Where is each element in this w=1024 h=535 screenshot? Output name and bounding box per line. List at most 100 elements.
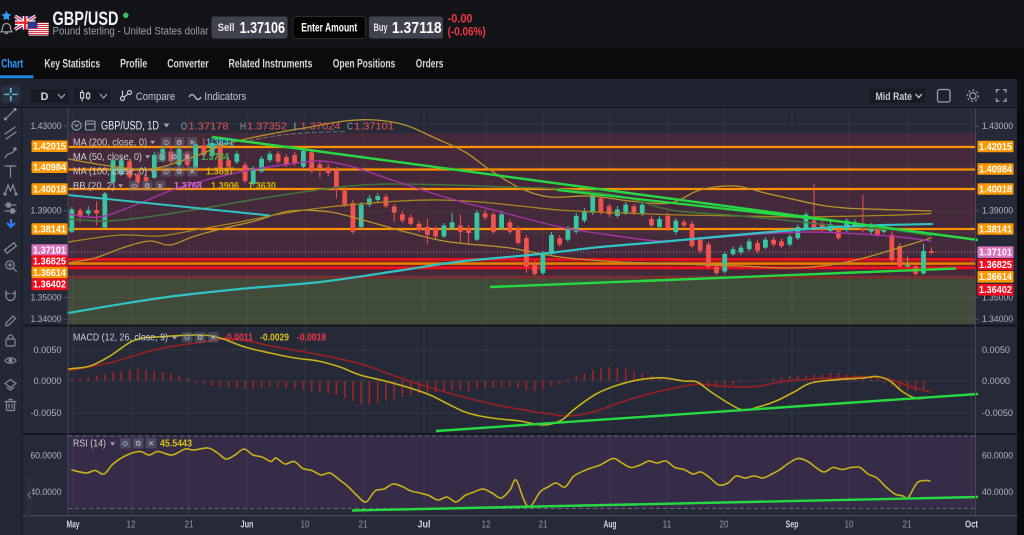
svg-text:MA (100, close, 0): MA (100, close, 0) bbox=[73, 167, 147, 178]
svg-text:⊙: ⊙ bbox=[163, 167, 169, 176]
svg-text:45.5443: 45.5443 bbox=[160, 439, 192, 450]
svg-text:1.40018: 1.40018 bbox=[33, 185, 66, 196]
svg-text:Mid Rate: Mid Rate bbox=[876, 91, 913, 103]
svg-text:-0.0011: -0.0011 bbox=[224, 333, 253, 344]
svg-text:1.37118: 1.37118 bbox=[392, 20, 442, 37]
svg-text:BB (20, 2): BB (20, 2) bbox=[73, 181, 115, 192]
svg-text:GBP/USD: GBP/USD bbox=[53, 9, 119, 30]
svg-text:⚙: ⚙ bbox=[135, 439, 142, 448]
svg-text:21: 21 bbox=[539, 520, 548, 531]
svg-text:Converter: Converter bbox=[167, 57, 209, 71]
svg-text:1.39000: 1.39000 bbox=[982, 206, 1013, 216]
svg-text:O: O bbox=[181, 122, 187, 133]
svg-text:1.37101: 1.37101 bbox=[33, 245, 66, 256]
svg-text:12: 12 bbox=[127, 520, 136, 531]
svg-text:✕: ✕ bbox=[189, 138, 195, 147]
svg-text:1.3841: 1.3841 bbox=[206, 138, 234, 149]
svg-text:RSI (14): RSI (14) bbox=[73, 439, 106, 450]
svg-text:1.3768: 1.3768 bbox=[174, 181, 202, 192]
svg-text:12: 12 bbox=[482, 520, 491, 531]
svg-text:11: 11 bbox=[663, 520, 672, 531]
svg-text:Related Instruments: Related Instruments bbox=[229, 57, 313, 71]
svg-text:✕: ✕ bbox=[157, 182, 163, 191]
svg-text:⊙: ⊙ bbox=[163, 138, 169, 147]
svg-text:H: H bbox=[240, 122, 246, 133]
svg-text:Jun: Jun bbox=[241, 520, 254, 531]
svg-text:C: C bbox=[347, 122, 353, 133]
svg-text:Orders: Orders bbox=[416, 57, 444, 71]
svg-text:Compare: Compare bbox=[136, 91, 175, 103]
svg-text:21: 21 bbox=[185, 520, 194, 531]
svg-text:1.34000: 1.34000 bbox=[982, 314, 1013, 324]
svg-text:1.36614: 1.36614 bbox=[979, 272, 1012, 283]
svg-text:⚙: ⚙ bbox=[176, 167, 183, 176]
svg-text:1.40984: 1.40984 bbox=[979, 164, 1012, 175]
svg-text:-0.0050: -0.0050 bbox=[31, 408, 62, 418]
svg-text:40.0000: 40.0000 bbox=[982, 487, 1013, 497]
svg-text:60.0000: 60.0000 bbox=[31, 451, 62, 461]
svg-text:L: L bbox=[294, 122, 300, 133]
svg-text:MA (50, close, 0): MA (50, close, 0) bbox=[73, 152, 142, 163]
svg-text:Indicators: Indicators bbox=[204, 91, 246, 103]
svg-text:⊙: ⊙ bbox=[122, 439, 128, 448]
svg-text:1.43000: 1.43000 bbox=[982, 121, 1013, 131]
svg-text:D: D bbox=[41, 91, 49, 103]
svg-text:⚙: ⚙ bbox=[176, 138, 183, 147]
svg-text:1.36825: 1.36825 bbox=[33, 256, 66, 267]
svg-text:0.0050: 0.0050 bbox=[982, 345, 1010, 355]
svg-text:1.40018: 1.40018 bbox=[979, 184, 1012, 195]
svg-text:1.42015: 1.42015 bbox=[979, 142, 1012, 153]
svg-text:Profile: Profile bbox=[120, 57, 147, 71]
svg-text:1.43000: 1.43000 bbox=[31, 121, 62, 131]
svg-text:⊙: ⊙ bbox=[131, 182, 137, 191]
svg-text:1.40984: 1.40984 bbox=[33, 163, 66, 174]
svg-text:1.34000: 1.34000 bbox=[31, 314, 62, 324]
svg-text:1.3630: 1.3630 bbox=[248, 181, 276, 192]
svg-text:⚙: ⚙ bbox=[144, 182, 151, 191]
svg-text:Chart: Chart bbox=[1, 57, 23, 71]
svg-text:-0.0018: -0.0018 bbox=[297, 333, 326, 344]
svg-text:⚙: ⚙ bbox=[171, 153, 178, 162]
svg-text:Aug: Aug bbox=[604, 520, 617, 531]
svg-text:-0.0050: -0.0050 bbox=[982, 408, 1013, 418]
svg-text:-0.0029: -0.0029 bbox=[260, 333, 289, 344]
svg-text:1.37101: 1.37101 bbox=[979, 248, 1012, 259]
svg-text:1.3784: 1.3784 bbox=[201, 152, 229, 163]
svg-text:Oct: Oct bbox=[965, 520, 979, 531]
svg-text:0.0050: 0.0050 bbox=[34, 345, 62, 355]
svg-text:1.35000: 1.35000 bbox=[982, 293, 1013, 303]
svg-text:Pound sterling - United States: Pound sterling - United States dollar bbox=[53, 26, 209, 38]
svg-text:✕: ✕ bbox=[184, 153, 190, 162]
svg-text:MA (200, close, 0): MA (200, close, 0) bbox=[73, 138, 147, 149]
svg-text:Jul: Jul bbox=[418, 520, 431, 531]
svg-text:1.36614: 1.36614 bbox=[33, 268, 66, 279]
svg-text:1.38141: 1.38141 bbox=[33, 224, 66, 235]
svg-text:1.38141: 1.38141 bbox=[979, 224, 1012, 235]
svg-text:10: 10 bbox=[301, 520, 310, 531]
svg-text:21: 21 bbox=[903, 520, 912, 531]
svg-text:0.0000: 0.0000 bbox=[982, 376, 1010, 386]
svg-text:-0.00: -0.00 bbox=[448, 11, 473, 25]
svg-text:1.3897: 1.3897 bbox=[206, 167, 234, 178]
svg-text:1.42015: 1.42015 bbox=[33, 142, 66, 153]
svg-text:(-0.06%): (-0.06%) bbox=[448, 25, 486, 39]
svg-text:1.35000: 1.35000 bbox=[31, 293, 62, 303]
svg-text:40.0000: 40.0000 bbox=[31, 487, 62, 497]
svg-text:21: 21 bbox=[359, 520, 368, 531]
svg-text:1.37101: 1.37101 bbox=[354, 121, 394, 133]
svg-text:10: 10 bbox=[845, 520, 854, 531]
svg-text:May: May bbox=[67, 520, 80, 531]
svg-text:1.36402: 1.36402 bbox=[979, 285, 1012, 296]
svg-text:⊙: ⊙ bbox=[184, 333, 190, 342]
svg-text:0.0000: 0.0000 bbox=[34, 376, 62, 386]
svg-text:✕: ✕ bbox=[210, 333, 216, 342]
svg-text:1.37352: 1.37352 bbox=[247, 121, 287, 133]
svg-text:Open Positions: Open Positions bbox=[333, 57, 396, 71]
svg-text:1.36825: 1.36825 bbox=[979, 260, 1012, 271]
svg-text:✕: ✕ bbox=[148, 439, 154, 448]
svg-text:1.3906: 1.3906 bbox=[211, 181, 239, 192]
svg-text:⚙: ⚙ bbox=[197, 333, 204, 342]
svg-text:20: 20 bbox=[720, 520, 729, 531]
svg-text:1.37178: 1.37178 bbox=[189, 121, 229, 133]
svg-text:Sell: Sell bbox=[218, 22, 235, 34]
